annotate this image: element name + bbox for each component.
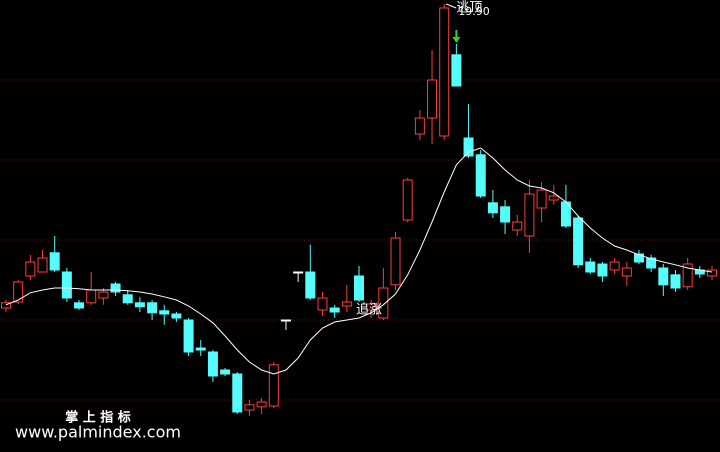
candle-body xyxy=(597,263,608,277)
max-pointer xyxy=(446,3,457,9)
candle-body xyxy=(536,189,547,209)
candle-body xyxy=(414,117,425,135)
candle-body xyxy=(25,261,36,277)
candle-body xyxy=(500,206,511,223)
candle-body xyxy=(207,351,218,377)
candle-body xyxy=(451,54,462,87)
watermark-url: www.palmindex.com xyxy=(15,423,181,442)
candle-body xyxy=(37,257,48,273)
candle-body xyxy=(134,302,145,308)
candle-body xyxy=(682,263,693,288)
candle-body xyxy=(74,302,85,309)
candle-body xyxy=(98,291,109,299)
candle-body xyxy=(378,287,389,319)
candle-body xyxy=(49,252,60,271)
candle-body xyxy=(573,217,584,266)
signal-label: 逃顶 xyxy=(456,1,482,16)
candle-body xyxy=(354,275,364,301)
candle-body xyxy=(293,271,304,274)
candle-body xyxy=(390,237,401,286)
candle-body xyxy=(463,137,474,157)
candle-body xyxy=(280,319,291,322)
watermark-title: 掌 上 指 标 xyxy=(65,410,131,426)
candle-body xyxy=(13,281,24,303)
candle-body xyxy=(548,195,559,201)
candle-body xyxy=(244,404,255,411)
candle-body xyxy=(110,283,121,293)
candle-body xyxy=(402,179,413,221)
candle-body xyxy=(256,401,267,408)
candle-body xyxy=(171,313,182,319)
sell-arrow xyxy=(452,30,461,43)
candle-body xyxy=(220,369,231,375)
candle-body xyxy=(427,79,438,119)
candle-body xyxy=(658,267,669,286)
candle-body xyxy=(646,257,657,269)
candle-body xyxy=(670,274,681,289)
signal-label: 追涨 xyxy=(356,302,382,318)
candle-body xyxy=(633,253,644,263)
candle-body xyxy=(341,301,352,307)
candle-body xyxy=(707,269,717,277)
candle-body xyxy=(122,294,133,304)
candle-body xyxy=(439,7,450,137)
candle-body xyxy=(268,364,279,407)
candle-body xyxy=(475,154,486,197)
candle-body xyxy=(524,193,535,237)
candle-body xyxy=(487,202,498,214)
candle-body xyxy=(329,307,340,313)
candle-body xyxy=(366,303,377,311)
moving-average xyxy=(5,147,713,375)
candle-body xyxy=(61,271,72,299)
candle-body xyxy=(147,302,158,314)
candle-body xyxy=(317,297,328,311)
candle-body xyxy=(1,302,11,309)
candle-body xyxy=(159,310,170,315)
candle-body xyxy=(86,289,97,304)
candle-body xyxy=(609,261,620,271)
candle-body xyxy=(512,221,523,231)
candle-body xyxy=(305,271,316,299)
candle-body xyxy=(232,373,243,413)
candle-body xyxy=(585,261,596,273)
candle-body xyxy=(621,267,632,277)
candle-body xyxy=(195,347,206,351)
candle-body xyxy=(183,319,194,353)
max-label: 19.90 xyxy=(458,5,490,18)
